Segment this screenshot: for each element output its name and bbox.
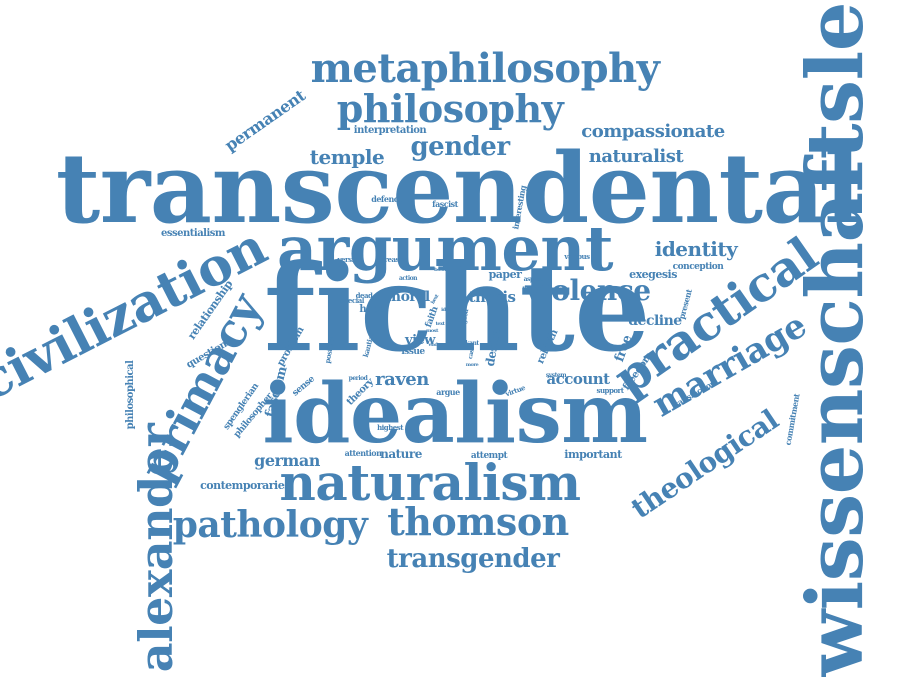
cloud-word-german: german: [254, 451, 321, 470]
cloud-word-book: book: [434, 267, 447, 273]
cloud-word-fichte: fichte: [264, 238, 650, 379]
cloud-word-alexander: alexander: [129, 423, 183, 673]
cloud-word-decline: decline: [628, 313, 682, 329]
cloud-word-nature: nature: [380, 447, 423, 461]
cloud-word-version: version: [336, 255, 362, 264]
cloud-word-hope: hope: [359, 304, 384, 315]
cloud-word-gender: gender: [410, 132, 510, 162]
cloud-word-philosophical: philosophical: [125, 360, 136, 429]
cloud-word-dead: dead: [356, 291, 373, 300]
cloud-word-exegesis: exegesis: [629, 268, 677, 281]
cloud-word-pathology: pathology: [173, 504, 369, 546]
cloud-word-highest: highest: [377, 423, 404, 432]
cloud-word-naturalist: naturalist: [589, 146, 685, 167]
cloud-word-case: case: [467, 345, 476, 359]
cloud-word-identity: identity: [655, 237, 739, 261]
cloud-word-interpretation: interpretation: [354, 125, 428, 136]
cloud-word-period: period: [349, 375, 369, 382]
cloud-word-metaphilosophy: metaphilosophy: [311, 45, 662, 92]
cloud-word-conception: conception: [673, 262, 725, 272]
cloud-word-aspect: aspect: [524, 276, 543, 283]
cloud-word-temple: temple: [310, 145, 384, 169]
cloud-word-naturalism: naturalism: [280, 453, 581, 512]
cloud-word-best: best: [430, 293, 441, 306]
cloud-word-text: text: [436, 321, 446, 327]
cloud-word-idealism: idealism: [262, 366, 647, 462]
cloud-word-various: various: [563, 252, 590, 261]
cloud-word-argue: argue: [436, 387, 460, 397]
cloud-word-account: account: [546, 370, 610, 388]
cloud-word-system: system: [546, 372, 567, 379]
cloud-word-thomson: thomson: [387, 499, 569, 544]
cloud-word-more: more: [466, 362, 479, 368]
cloud-word-idea: idea: [441, 307, 452, 313]
cloud-word-issue: issue: [401, 347, 425, 357]
cloud-word-essentialism: essentialism: [161, 228, 226, 239]
cloud-word-support: support: [597, 386, 625, 395]
cloud-word-view: view: [404, 333, 436, 348]
cloud-word-compassionate: compassionate: [581, 121, 724, 142]
cloud-word-attention: attention: [345, 448, 383, 458]
cloud-word-defence: defence: [371, 194, 403, 204]
cloud-word-end: end: [429, 342, 439, 348]
cloud-word-desire: desire: [483, 326, 504, 367]
cloud-word-argument: argument: [277, 212, 614, 285]
cloud-word-violence: violence: [524, 274, 650, 307]
cloud-word-wissenschaftslehre: wissenschaftslehre: [790, 0, 881, 677]
cloud-word-transcendental: transcendental: [56, 132, 860, 245]
cloud-word-theological: theological: [625, 403, 784, 525]
cloud-word-reason: reason: [384, 255, 408, 264]
cloud-word-contemporaries: contemporaries: [200, 479, 290, 492]
cloud-word-fascist: fascist: [432, 199, 459, 209]
cloud-word-most: most: [426, 328, 439, 334]
cloud-word-transgender: transgender: [387, 544, 560, 574]
cloud-word-philosophy: philosophy: [337, 86, 565, 131]
cloud-word-action: action: [399, 275, 418, 282]
cloud-word-raven: raven: [375, 369, 429, 390]
cloud-word-important: important: [564, 448, 623, 461]
cloud-word-work: work: [522, 285, 539, 292]
cloud-word-special: special: [340, 296, 365, 305]
cloud-word-attempt: attempt: [471, 451, 509, 461]
cloud-word-kant: kant: [465, 340, 479, 347]
cloud-word-paper: paper: [489, 268, 523, 281]
cloud-word-thesis: thesis: [469, 288, 516, 306]
cloud-word-moral: moral: [386, 289, 430, 305]
cloud-word-good: good: [461, 308, 471, 325]
